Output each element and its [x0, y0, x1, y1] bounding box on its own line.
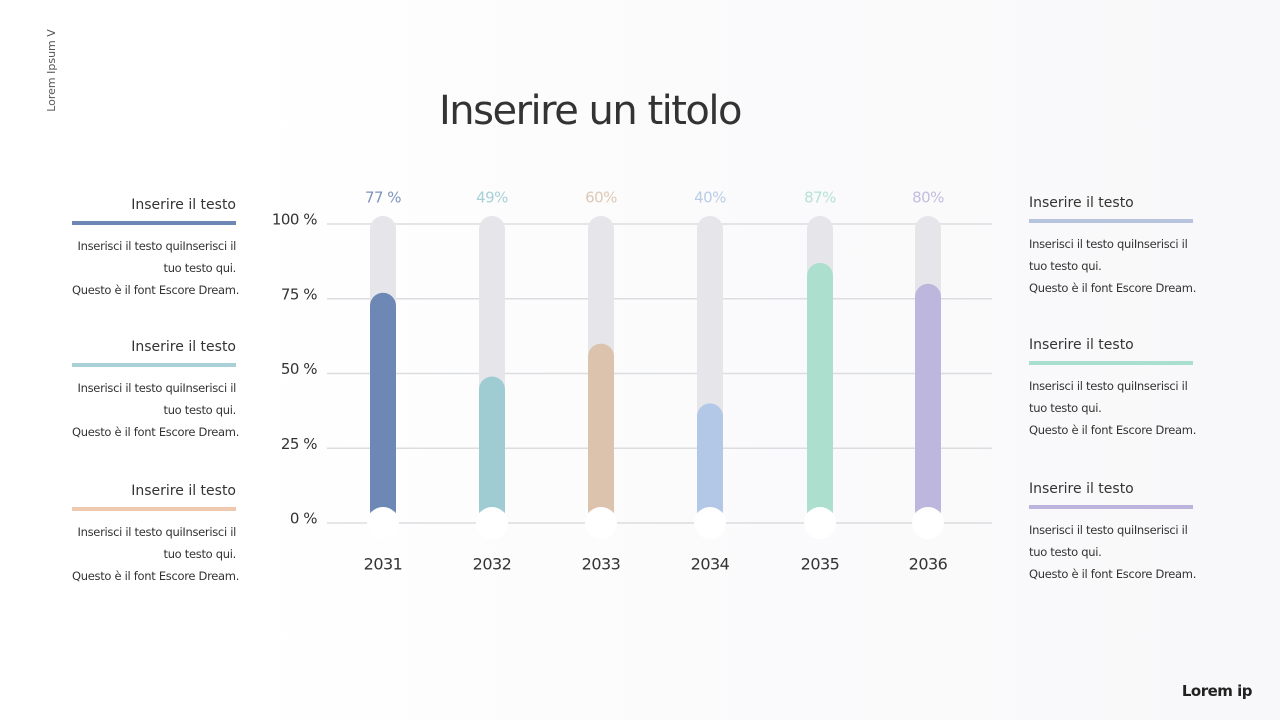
- bar: [915, 283, 941, 523]
- panel-title: Inserire il testo: [1029, 337, 1134, 353]
- panel-text: Questo è il font Escore Dream.: [72, 569, 240, 583]
- x-tick-label: 2035: [801, 555, 840, 574]
- bar: [588, 343, 614, 523]
- y-tick-label: 50 %: [281, 360, 317, 378]
- panel-text: tuo testo qui.: [163, 547, 236, 561]
- panel-text: Inserisci il testo quiInserisci il: [1029, 523, 1188, 537]
- bar-base: [476, 507, 508, 539]
- panel-rule: [1029, 361, 1193, 365]
- bar: [479, 376, 505, 523]
- text-panel: Inserire il testo Inserisci il testo quiI…: [1029, 479, 1197, 585]
- panel-title: Inserire il testo: [131, 339, 236, 355]
- value-label: 60%: [585, 189, 617, 207]
- panel-rule: [1029, 505, 1193, 509]
- panel-rule: [1029, 219, 1193, 223]
- panel-title: Inserire il testo: [131, 197, 236, 213]
- x-tick-label: 2036: [909, 555, 948, 574]
- bar-base: [367, 507, 399, 539]
- background: [240, 0, 1280, 720]
- bar-base: [694, 507, 726, 539]
- panel-text: Questo è il font Escore Dream.: [72, 425, 240, 439]
- text-panel: Inserire il testo Inserisci il testo quiI…: [72, 481, 240, 587]
- panel-text: Inserisci il testo quiInserisci il: [77, 525, 237, 539]
- x-tick-label: 2032: [473, 555, 512, 574]
- y-tick-label: 0 %: [290, 510, 317, 528]
- text-panel: Inserire il testo Inserisci il testo quiI…: [72, 337, 240, 443]
- panel-text: Questo è il font Escore Dream.: [1029, 281, 1197, 295]
- text-panel: Inserire il testo Inserisci il testo quiI…: [1029, 193, 1197, 299]
- panel-text: Inserisci il testo quiInserisci il: [77, 239, 237, 253]
- value-label: 80%: [912, 189, 944, 207]
- panel-text: Inserisci il testo quiInserisci il: [77, 381, 237, 395]
- panel-title: Inserire il testo: [1029, 481, 1134, 497]
- panel-text: Inserisci il testo quiInserisci il: [1029, 379, 1188, 393]
- x-tick-label: 2034: [691, 555, 730, 574]
- panel-text: tuo testo qui.: [1029, 259, 1102, 273]
- bar: [370, 292, 396, 523]
- panel-title: Inserire il testo: [131, 483, 236, 499]
- text-panel: Inserire il testo Inserisci il testo quiI…: [1029, 335, 1197, 441]
- panel-title: Inserire il testo: [1029, 195, 1134, 211]
- panel-text: tuo testo qui.: [1029, 401, 1102, 415]
- panel-rule: [72, 221, 236, 225]
- value-label: 77 %: [365, 189, 401, 207]
- y-tick-label: 75 %: [281, 285, 317, 303]
- panel-text: Questo è il font Escore Dream.: [1029, 423, 1197, 437]
- value-label: 40%: [694, 189, 726, 207]
- logo: Lorem ip: [1181, 682, 1253, 700]
- bar: [697, 403, 723, 523]
- panel-rule: [72, 363, 236, 367]
- y-tick-label: 100 %: [272, 211, 317, 229]
- panel-text: Questo è il font Escore Dream.: [72, 283, 240, 297]
- x-tick-label: 2033: [582, 555, 621, 574]
- y-tick-label: 25 %: [281, 435, 317, 453]
- x-tick-label: 2031: [364, 555, 403, 574]
- bar-base: [912, 507, 944, 539]
- panel-text: tuo testo qui.: [163, 403, 236, 417]
- panel-text: Questo è il font Escore Dream.: [1029, 567, 1197, 581]
- value-label: 49%: [476, 189, 508, 207]
- value-label: 87%: [804, 189, 836, 207]
- slide-title: Inserire un titolo: [438, 88, 743, 134]
- text-panel: Inserire il testo Inserisci il testo quiI…: [72, 195, 240, 301]
- panel-rule: [72, 507, 236, 511]
- panel-text: tuo testo qui.: [163, 261, 236, 275]
- bar-base: [585, 507, 617, 539]
- panel-text: tuo testo qui.: [1029, 545, 1102, 559]
- bar: [807, 262, 833, 523]
- panel-text: Inserisci il testo quiInserisci il: [1029, 237, 1188, 251]
- bar-base: [804, 507, 836, 539]
